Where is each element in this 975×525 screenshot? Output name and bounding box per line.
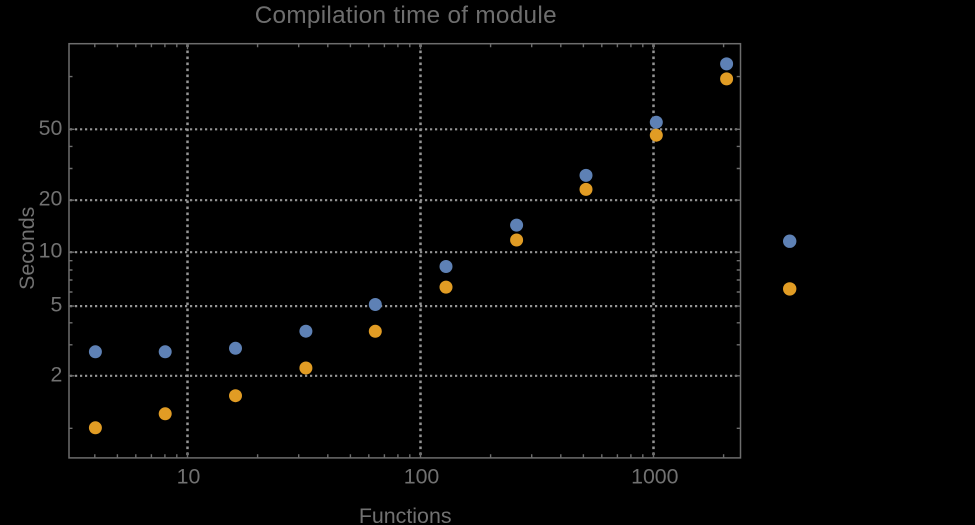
svg-text:10: 10 [177, 464, 201, 488]
svg-text:50: 50 [39, 116, 63, 140]
svg-text:5: 5 [50, 293, 62, 317]
svg-text:Functions: Functions [359, 504, 452, 525]
svg-text:20: 20 [39, 187, 63, 211]
svg-text:100: 100 [404, 464, 440, 488]
svg-text:10: 10 [39, 239, 63, 263]
svg-text:Compilation time of module: Compilation time of module [255, 2, 557, 29]
svg-text:Seconds: Seconds [15, 207, 39, 290]
svg-text:1000: 1000 [631, 464, 679, 488]
svg-text:2: 2 [50, 362, 62, 386]
